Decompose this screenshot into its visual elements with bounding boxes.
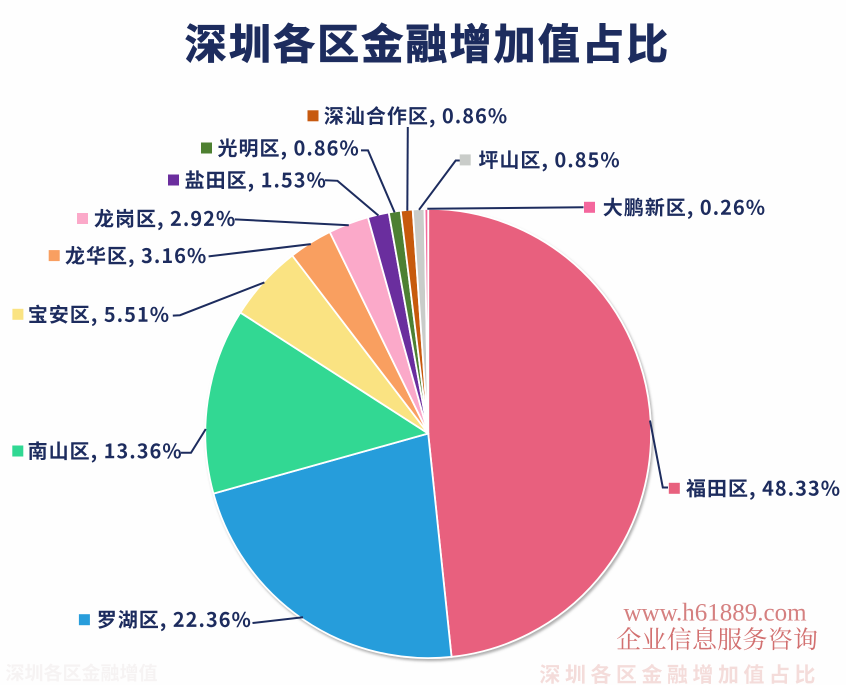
svg-text:www.h61889.com: www.h61889.com bbox=[624, 600, 808, 627]
